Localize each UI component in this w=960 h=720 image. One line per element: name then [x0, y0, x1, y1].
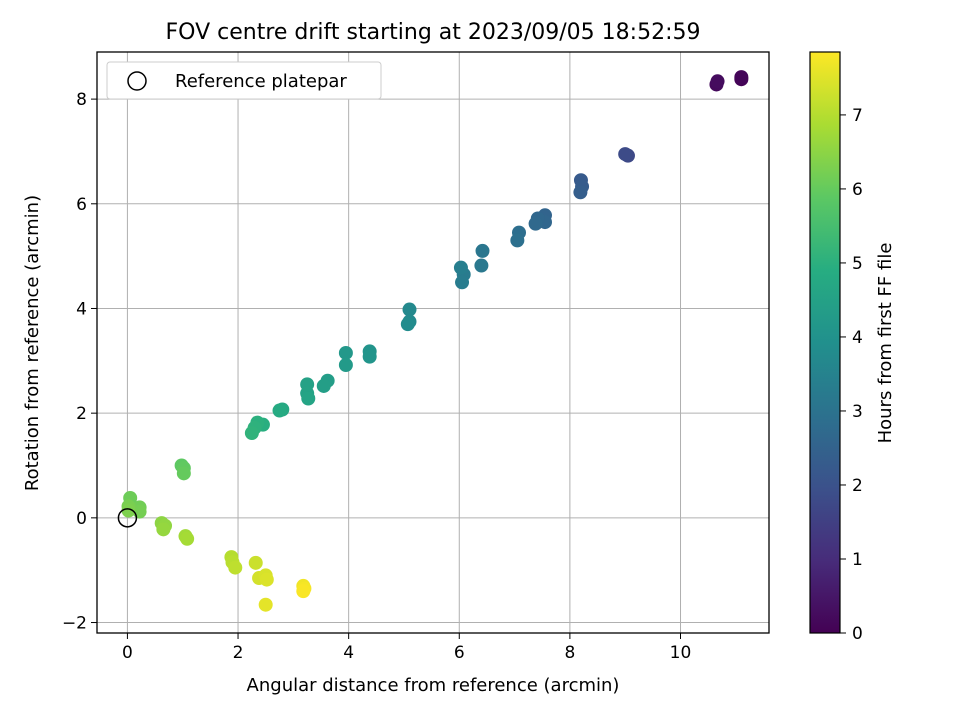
x-tick-label: 2 — [233, 643, 244, 663]
data-point — [338, 345, 353, 360]
data-point — [510, 233, 525, 248]
data-point — [475, 243, 490, 258]
data-point — [296, 584, 311, 599]
y-tick-label: 4 — [76, 299, 87, 319]
plot-frame — [96, 51, 770, 634]
data-point — [734, 70, 749, 85]
data-point — [258, 597, 273, 612]
x-tick-label: 4 — [343, 643, 354, 663]
data-point — [244, 426, 259, 441]
data-point — [618, 147, 633, 162]
y-tick-label: 6 — [76, 195, 87, 215]
legend-box — [106, 61, 382, 100]
colorbar-tick-label: 0 — [852, 624, 863, 644]
legend-reference-marker — [127, 71, 147, 91]
x-tick-label: 8 — [564, 643, 575, 663]
data-point — [272, 403, 287, 418]
data-point — [573, 185, 588, 200]
data-point — [176, 466, 191, 481]
data-point — [474, 258, 489, 273]
reference-marker — [117, 508, 138, 528]
y-ticks: −2 0 2 4 6 8 — [62, 90, 97, 634]
data-point — [301, 391, 316, 406]
y-tick-label: 2 — [76, 404, 87, 424]
colorbar-label: Hours from first FF file — [875, 243, 896, 444]
legend: Reference platepar — [106, 61, 382, 100]
data-points — [121, 70, 749, 612]
data-point — [121, 503, 136, 518]
data-point — [453, 260, 468, 275]
colorbar — [809, 51, 841, 634]
colorbar-tick-label: 4 — [852, 328, 863, 348]
x-tick-label: 0 — [122, 643, 133, 663]
data-point — [710, 74, 725, 89]
chart-title: FOV centre drift starting at 2023/09/05 … — [166, 20, 701, 45]
data-point — [316, 378, 331, 393]
y-tick-label: 8 — [76, 90, 87, 110]
data-point — [402, 302, 417, 317]
data-point — [248, 555, 263, 570]
x-tick-label: 6 — [454, 643, 465, 663]
x-tick-label: 10 — [670, 643, 692, 663]
y-tick-label: 0 — [76, 509, 87, 529]
colorbar-tick-label: 6 — [852, 180, 863, 200]
data-point — [362, 349, 377, 364]
data-point — [228, 560, 243, 575]
data-point — [338, 358, 353, 373]
data-point — [528, 216, 543, 231]
data-point — [400, 317, 415, 332]
colorbar-tick-label: 3 — [852, 402, 863, 422]
data-point — [156, 522, 171, 537]
grid — [97, 52, 769, 633]
colorbar-tick-label: 5 — [852, 254, 863, 274]
colorbar-tick-label: 7 — [852, 106, 863, 126]
data-point — [455, 275, 470, 290]
colorbar-tick-label: 1 — [852, 550, 863, 570]
x-axis-label: Angular distance from reference (arcmin) — [247, 675, 620, 696]
data-point — [180, 531, 195, 546]
x-ticks: 0 2 4 6 8 10 — [122, 633, 691, 663]
data-point — [259, 572, 274, 587]
y-axis-label: Rotation from reference (arcmin) — [22, 195, 43, 491]
colorbar-ticks: 0 1 2 3 4 5 6 7 — [840, 106, 863, 644]
y-tick-label: −2 — [62, 614, 87, 634]
legend-entry-reference: Reference platepar — [175, 71, 347, 92]
colorbar-tick-label: 2 — [852, 476, 863, 496]
